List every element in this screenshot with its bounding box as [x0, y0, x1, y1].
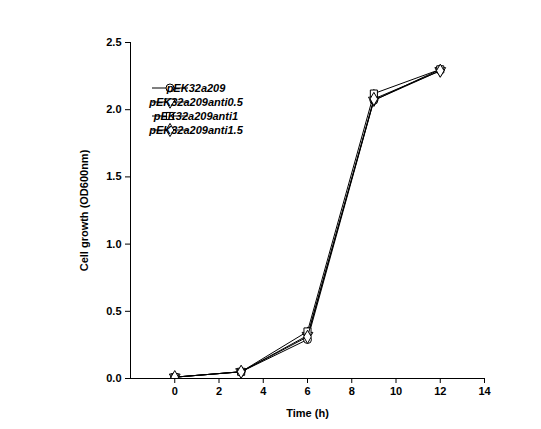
svg-text:0.5: 0.5 [106, 305, 121, 317]
svg-text:Time (h): Time (h) [286, 407, 329, 419]
svg-text:1.5: 1.5 [106, 170, 121, 182]
svg-text:2.0: 2.0 [106, 103, 121, 115]
svg-text:Cell growth (OD600nm): Cell growth (OD600nm) [78, 149, 90, 271]
svg-text:pEK32a209anti1: pEK32a209anti1 [153, 110, 238, 122]
svg-text:4: 4 [260, 385, 267, 397]
svg-text:pEK32a209anti0.5: pEK32a209anti0.5 [148, 96, 243, 108]
svg-text:0.0: 0.0 [106, 372, 121, 384]
svg-text:1.0: 1.0 [106, 238, 121, 250]
svg-text:pEK32a209anti1.5: pEK32a209anti1.5 [148, 124, 243, 136]
svg-text:pEK32a209: pEK32a209 [166, 82, 227, 94]
svg-text:8: 8 [349, 385, 355, 397]
svg-text:2.5: 2.5 [106, 36, 121, 48]
svg-text:10: 10 [390, 385, 402, 397]
svg-text:12: 12 [434, 385, 446, 397]
svg-text:2: 2 [216, 385, 222, 397]
svg-text:14: 14 [478, 385, 491, 397]
svg-text:0: 0 [172, 385, 178, 397]
svg-text:6: 6 [304, 385, 310, 397]
